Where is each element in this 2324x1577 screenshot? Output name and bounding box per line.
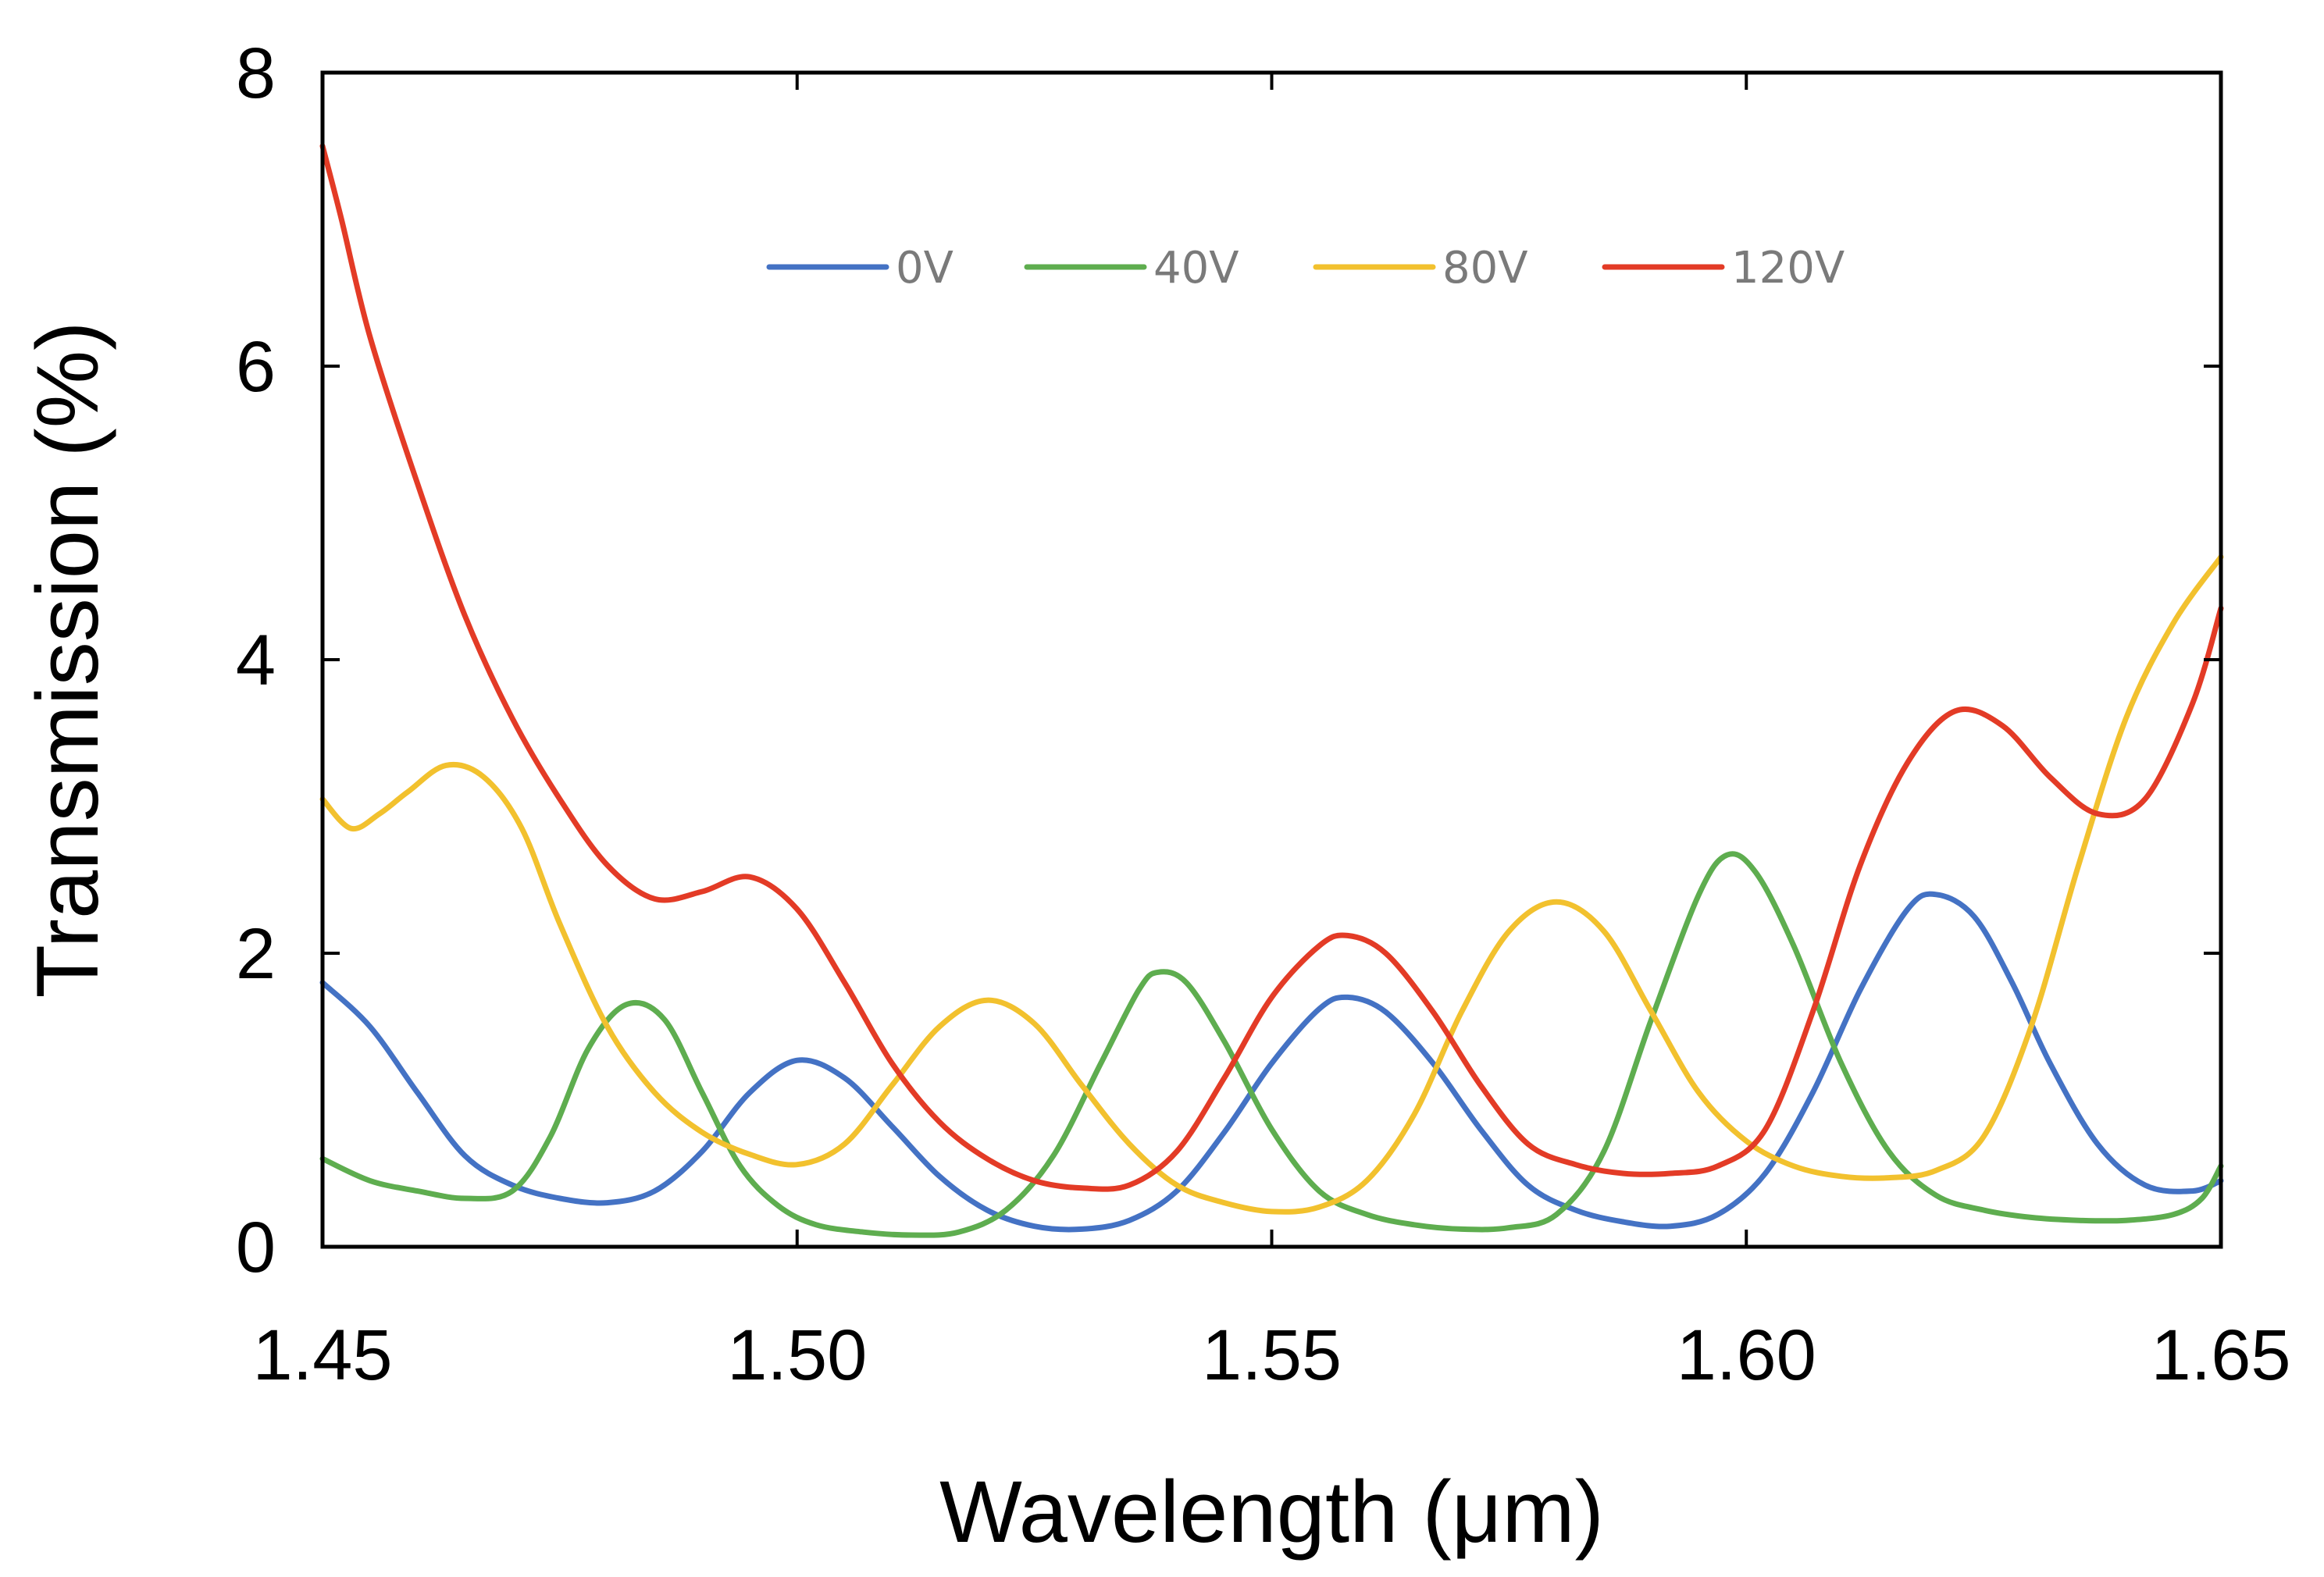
x-tick-label: 1.45	[252, 1315, 392, 1395]
y-tick-label: 4	[236, 621, 276, 700]
y-tick-label: 2	[236, 914, 276, 994]
legend-label: 80V	[1442, 243, 1528, 294]
legend: 0V 40V 80V 120V	[766, 243, 1845, 294]
y-tick-label: 0	[236, 1208, 276, 1287]
series-line-40V	[319, 851, 2224, 1238]
legend-label: 40V	[1153, 243, 1239, 294]
series-line-120V	[319, 143, 2224, 1192]
x-tick-label: 1.65	[2151, 1315, 2290, 1395]
x-axis-title: Wavelength (μm)	[939, 1463, 1604, 1561]
x-tick-label: 1.50	[727, 1315, 867, 1395]
y-tick-label: 8	[236, 34, 276, 113]
series-layer	[319, 143, 2224, 1238]
plot-frame	[320, 70, 2223, 1249]
tick-layer: 1.45 1.50 1.55 1.60 1.65 0 2 4 6 8	[236, 34, 2291, 1395]
x-tick-label: 1.55	[1202, 1315, 1342, 1395]
y-tick-label: 6	[236, 327, 276, 407]
y-axis-title: Transmission (%)	[19, 321, 116, 998]
legend-label: 0V	[896, 243, 953, 294]
legend-label: 120V	[1731, 243, 1845, 294]
series-line-80V	[319, 554, 2224, 1215]
series-line-0V	[319, 891, 2224, 1233]
x-tick-label: 1.60	[1677, 1315, 1816, 1395]
